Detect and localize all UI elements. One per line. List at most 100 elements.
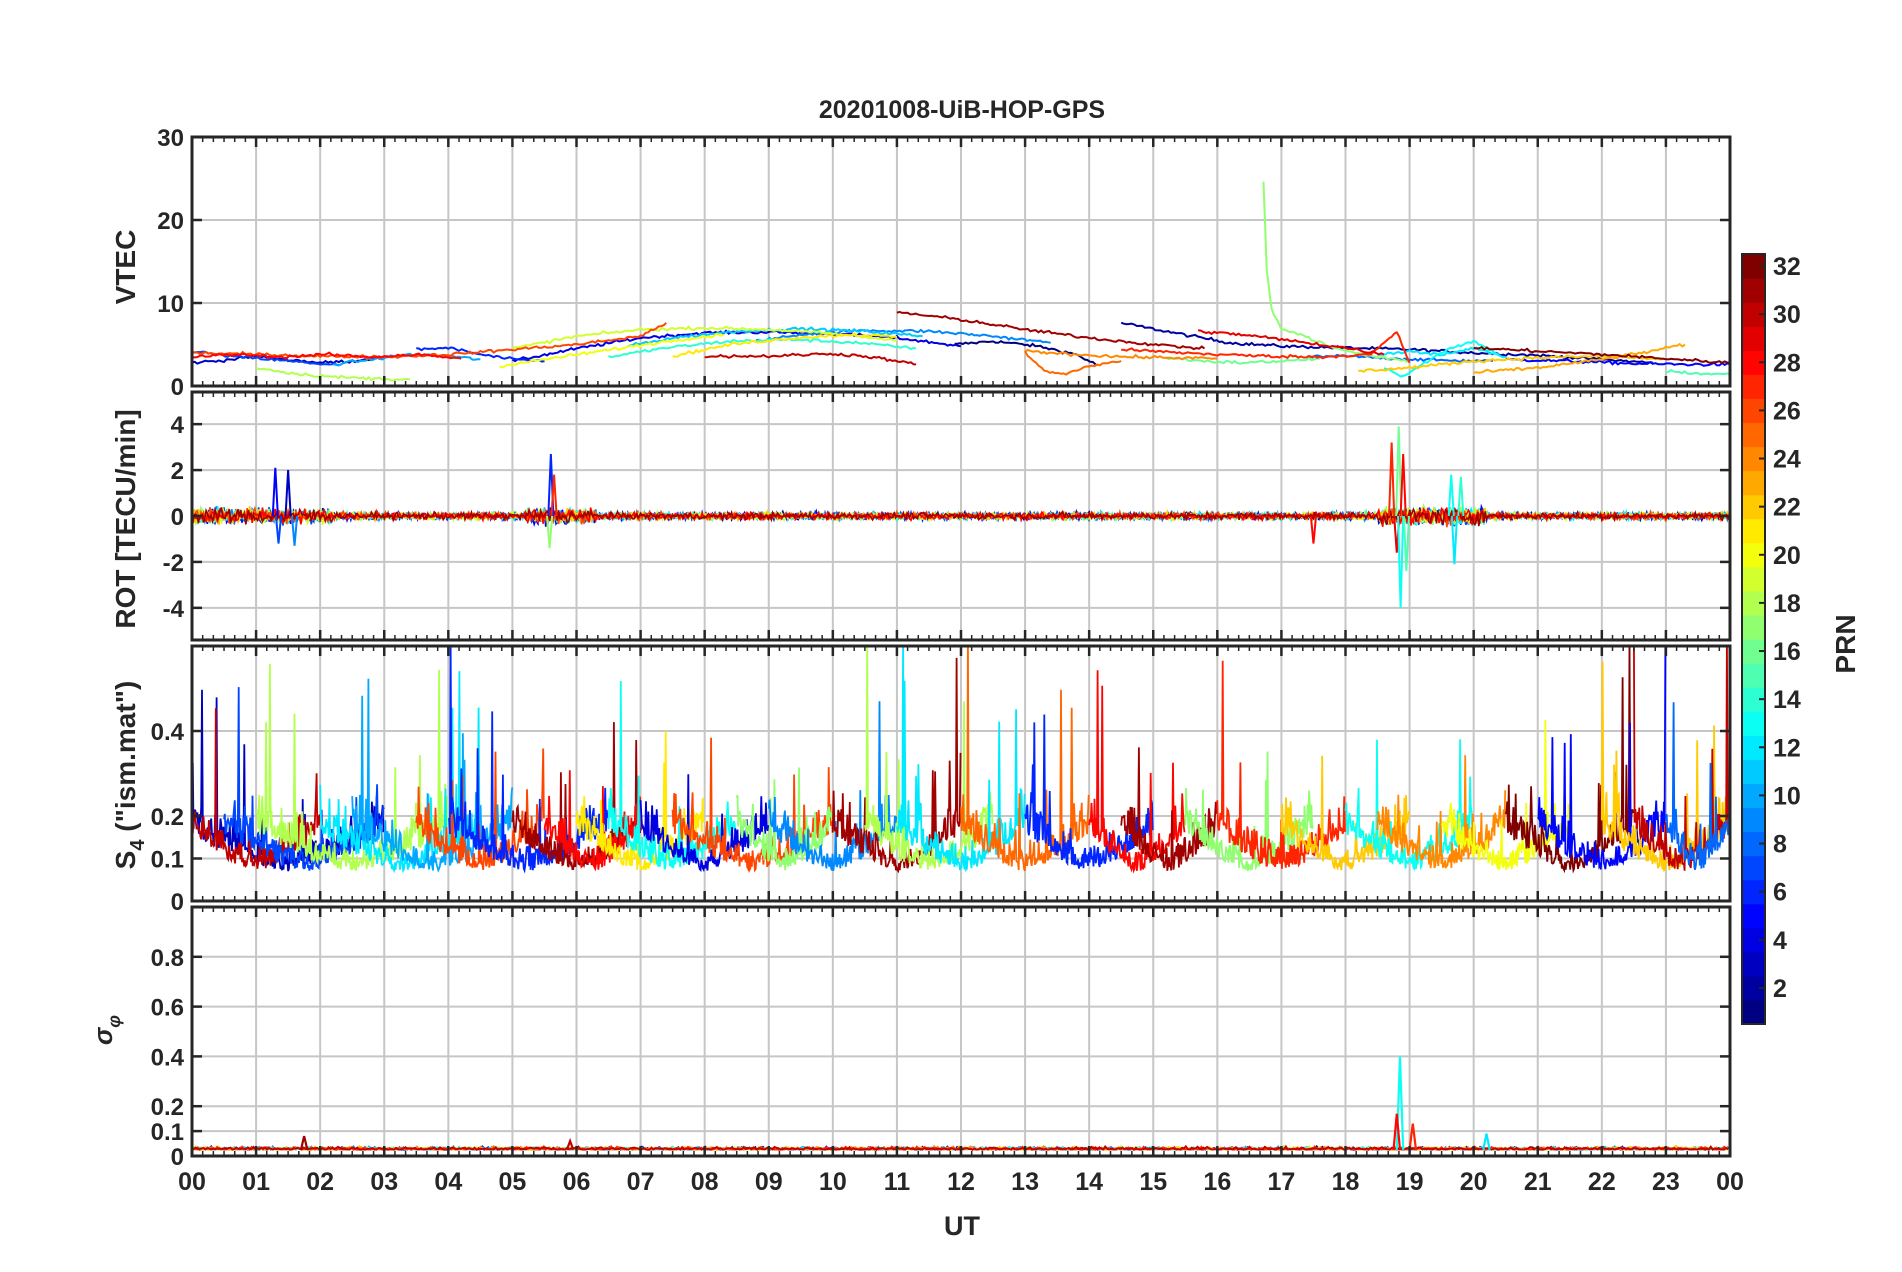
colorbar-swatch-9 xyxy=(1742,807,1765,833)
sigma-spike-prn-30 xyxy=(565,1137,575,1151)
colorbar-swatch-15 xyxy=(1742,663,1765,688)
rot-spike-prn-16 xyxy=(1395,426,1403,517)
x-tick-label: 08 xyxy=(691,1168,719,1196)
sigma-phi-ylabel-sub: φ xyxy=(104,1015,124,1028)
x-tick-label: 06 xyxy=(563,1168,591,1196)
sigma_phi-ytick-label: 0.1 xyxy=(151,1119,184,1146)
vtec-series-prn-6 xyxy=(416,346,545,363)
x-tick-label: 00 xyxy=(1716,1168,1744,1196)
rot-ytick-label: 4 xyxy=(171,412,185,439)
rot-spike-prn-14 xyxy=(1457,476,1465,517)
vtec-series-prn-27 xyxy=(1121,330,1411,364)
s4-panel: 0 0.1 0.2 0.4 xyxy=(151,644,1732,916)
sigma-phi-panel: 00.10.2 0.4 0.6 0.8 xyxy=(151,905,1732,1171)
colorbar-swatch-31 xyxy=(1742,278,1765,303)
vtec-series-prn-25 xyxy=(1024,350,1122,376)
colorbar-tick-label: 26 xyxy=(1773,397,1801,425)
colorbar-tick-label: 22 xyxy=(1773,494,1801,522)
colorbar-swatch-18 xyxy=(1742,590,1765,616)
colorbar-swatch-4 xyxy=(1742,927,1765,953)
vtec-series-prn-1 xyxy=(954,340,1097,366)
vtec-series-prn-20 xyxy=(499,332,725,369)
colorbar-tick-label: 2 xyxy=(1773,975,1787,1003)
x-tick-label: 18 xyxy=(1332,1168,1360,1196)
s4-ytick-label: 0.2 xyxy=(151,804,184,831)
x-tick-label: 23 xyxy=(1652,1168,1680,1196)
colorbar-tick-label: 12 xyxy=(1773,734,1801,762)
vtec-ylabel: VTEC xyxy=(110,230,141,305)
rot-spike-prn-27 xyxy=(1388,442,1396,517)
x-axis-label: UT xyxy=(944,1211,980,1241)
colorbar-swatch-10 xyxy=(1742,783,1765,809)
colorbar-tick-label: 28 xyxy=(1773,349,1801,377)
x-tick-label: 00 xyxy=(178,1168,206,1196)
colorbar-swatch-14 xyxy=(1742,687,1765,712)
rot-spike-prn-27 xyxy=(550,474,558,517)
s4-series-prn-31 xyxy=(831,657,962,874)
rot-ytick-label: 2 xyxy=(171,458,184,485)
rot-spike-prn-3 xyxy=(284,470,292,517)
rot-spike-prn-13 xyxy=(1397,515,1405,608)
x-tick-label: 09 xyxy=(755,1168,783,1196)
colorbar-tick-label: 10 xyxy=(1773,782,1801,810)
colorbar-swatch-28 xyxy=(1742,350,1765,375)
s4-series-prn-13 xyxy=(1344,739,1475,872)
colorbar-swatch-26 xyxy=(1742,398,1765,424)
x-tick-label: 19 xyxy=(1396,1168,1424,1196)
s4-series-prn-12 xyxy=(896,646,1026,873)
vtec-series-prn-16 xyxy=(1165,356,1320,365)
vtec-series-prn-9 xyxy=(755,328,1051,344)
s4-series-prn-24 xyxy=(1376,755,1507,870)
vtec-series-prn-14 xyxy=(608,337,917,359)
chart-title: 20201008-UiB-HOP-GPS xyxy=(819,96,1105,124)
sigma_phi-ytick-label: 0 xyxy=(171,1144,184,1171)
s4-ylabel-sub: 4 xyxy=(127,839,149,851)
s4-series-prn-22 xyxy=(1600,661,1730,873)
rot-spike-prn-12 xyxy=(1450,515,1459,565)
colorbar-swatch-16 xyxy=(1742,639,1765,664)
s4-series-prn-17 xyxy=(735,767,833,871)
rot-series-prn-31 xyxy=(192,506,1730,527)
s4-series-prn-26 xyxy=(415,748,545,871)
sigma-spike-prn-31 xyxy=(299,1135,309,1151)
s4-ylabel-rest: ("ism.mat") xyxy=(110,681,141,840)
colorbar-tick-label: 6 xyxy=(1773,879,1787,907)
sigma-spike-prn-27 xyxy=(1408,1123,1418,1150)
rot-spike-prn-7 xyxy=(274,515,283,544)
colorbar-swatch-21 xyxy=(1742,518,1765,544)
rot-spike-prn-5 xyxy=(271,467,279,517)
colorbar-swatch-2 xyxy=(1742,975,1765,1001)
vtec-ytick-label: 0 xyxy=(171,374,184,401)
colorbar-tick-label: 16 xyxy=(1773,638,1801,666)
colorbar-swatch-6 xyxy=(1742,879,1765,905)
sigma-phi-ylabel-main: σ xyxy=(88,1026,118,1045)
colorbar-swatch-23 xyxy=(1742,470,1765,496)
s4-series-prn-18 xyxy=(255,663,449,871)
vtec-series-prn-28 xyxy=(192,351,462,360)
rot-ytick-label: -2 xyxy=(163,550,184,577)
colorbar-swatch-32 xyxy=(1742,254,1765,279)
x-tick-label: 02 xyxy=(306,1168,334,1196)
x-tick-label: 15 xyxy=(1139,1168,1167,1196)
s4-series-prn-28 xyxy=(1088,670,1186,874)
s4-series-prn-8 xyxy=(1665,702,1730,870)
sigma_phi-ytick-label: 0.8 xyxy=(151,945,184,972)
colorbar-frame xyxy=(1741,253,1766,1025)
rot-panel: -4 -2 0 2 4 xyxy=(163,390,1732,642)
vtec-series-prn-22 xyxy=(1358,354,1667,373)
colorbar-swatch-24 xyxy=(1742,446,1765,472)
colorbar-swatch-5 xyxy=(1742,903,1765,929)
colorbar-tick-label: 4 xyxy=(1773,927,1787,955)
rot-spike-prn-13 xyxy=(1447,474,1455,517)
vtec-series-prn-21 xyxy=(672,332,897,358)
sigma-phi-ylabel: σφ xyxy=(88,1015,124,1045)
s4-ylabel-main: S xyxy=(110,851,141,870)
colorbar-swatch-11 xyxy=(1742,759,1765,784)
colorbar-swatch-7 xyxy=(1742,855,1765,881)
s4-ytick-label: 0.4 xyxy=(151,719,185,746)
colorbar-tick-label: 24 xyxy=(1773,446,1801,474)
x-tick-label: 07 xyxy=(627,1168,655,1196)
sigma-spike-prn-28 xyxy=(1392,1113,1402,1150)
